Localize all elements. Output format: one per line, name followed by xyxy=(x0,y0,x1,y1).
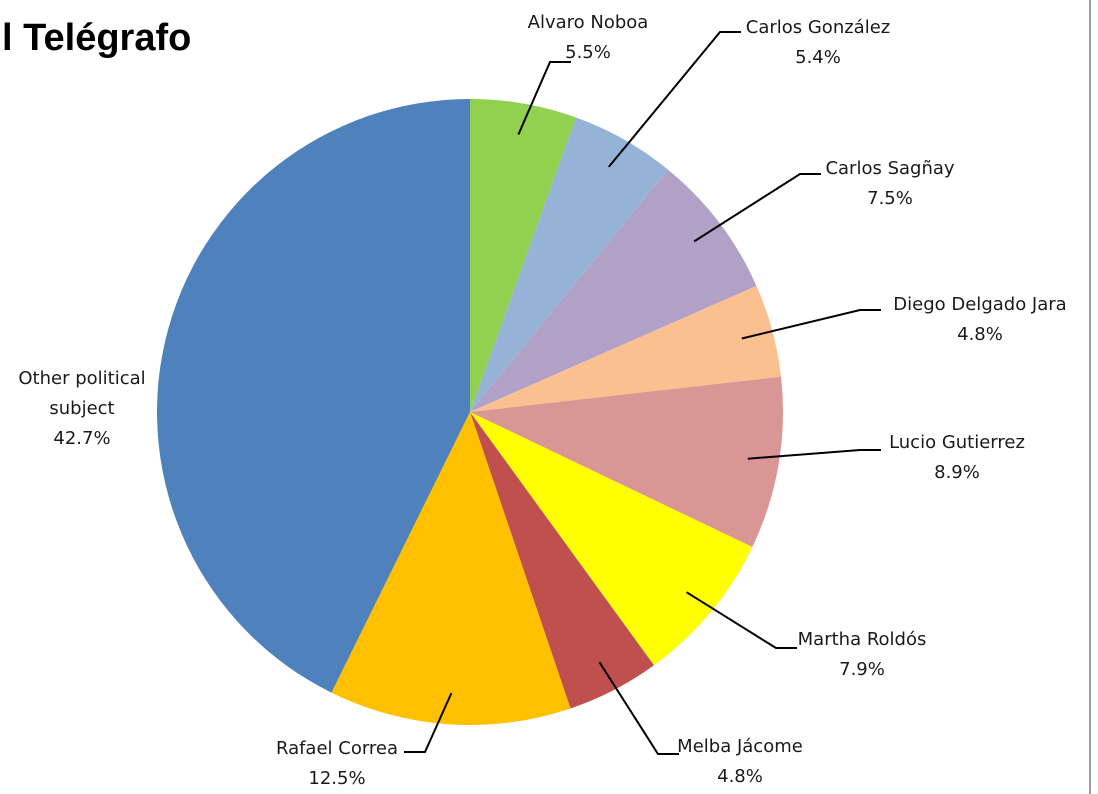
leader-line-rafael-correa xyxy=(404,692,453,753)
label-alvaro-noboa: Alvaro Noboa 5.5% xyxy=(528,12,649,63)
slice-value: 4.8% xyxy=(957,324,1003,345)
leader-line-carlos-gonzalez xyxy=(608,31,741,168)
slice-rafael-correa xyxy=(331,412,571,725)
slice-name: Other political xyxy=(18,368,145,389)
slice-name: Alvaro Noboa xyxy=(528,12,649,33)
slice-value: 12.5% xyxy=(308,768,365,789)
slice-name: Martha Roldós xyxy=(798,629,927,650)
label-carlos-sagnay: Carlos Sagñay 7.5% xyxy=(825,158,954,209)
chart-title: l Telégrafo xyxy=(2,17,191,59)
label-martha-roldos: Martha Roldós 7.9% xyxy=(798,629,927,680)
label-melba-jacome: Melba Jácome 4.8% xyxy=(677,736,803,787)
slice-name: Lucio Gutierrez xyxy=(889,432,1025,453)
slice-name: subject xyxy=(49,398,114,419)
leader-line-alvaro-noboa xyxy=(517,61,571,135)
slice-diego-delgado-jara xyxy=(470,285,781,412)
leader-line-martha-roldos xyxy=(685,591,797,649)
slice-lucio-gutierrez xyxy=(470,376,784,548)
slice-martha-roldos xyxy=(470,412,753,666)
slice-other-political-subject xyxy=(157,99,471,693)
slice-melba-jacome xyxy=(470,412,654,709)
slice-alvaro-noboa xyxy=(470,99,577,412)
slice-carlos-gonzalez xyxy=(470,117,668,412)
slice-value: 4.8% xyxy=(717,766,763,787)
leader-line-diego-delgado-jara xyxy=(741,309,881,340)
slice-value: 5.4% xyxy=(795,47,841,68)
slice-name: Carlos Sagñay xyxy=(825,158,954,179)
leader-line-carlos-sagnay xyxy=(693,173,821,243)
slice-carlos-sagnay xyxy=(470,169,757,412)
label-lucio-gutierrez: Lucio Gutierrez 8.9% xyxy=(889,432,1025,483)
leader-line-lucio-gutierrez xyxy=(747,449,881,460)
pie-slices xyxy=(157,99,784,725)
label-carlos-gonzalez: Carlos González 5.4% xyxy=(746,17,890,68)
slice-name: Rafael Correa xyxy=(276,738,398,759)
slice-value: 8.9% xyxy=(934,462,980,483)
slice-name: Melba Jácome xyxy=(677,736,803,757)
slice-name: Diego Delgado Jara xyxy=(893,294,1066,315)
slice-value: 7.5% xyxy=(867,188,913,209)
label-other-political-subject: Other political subject 42.7% xyxy=(18,368,145,449)
label-diego-delgado-jara: Diego Delgado Jara 4.8% xyxy=(893,294,1066,345)
slice-value: 7.9% xyxy=(839,659,885,680)
slice-name: Carlos González xyxy=(746,17,890,38)
label-rafael-correa: Rafael Correa 12.5% xyxy=(276,738,398,789)
slice-value: 42.7% xyxy=(53,428,110,449)
leader-lines xyxy=(404,31,881,755)
slice-value: 5.5% xyxy=(565,42,611,63)
leader-line-melba-jacome xyxy=(598,661,679,755)
